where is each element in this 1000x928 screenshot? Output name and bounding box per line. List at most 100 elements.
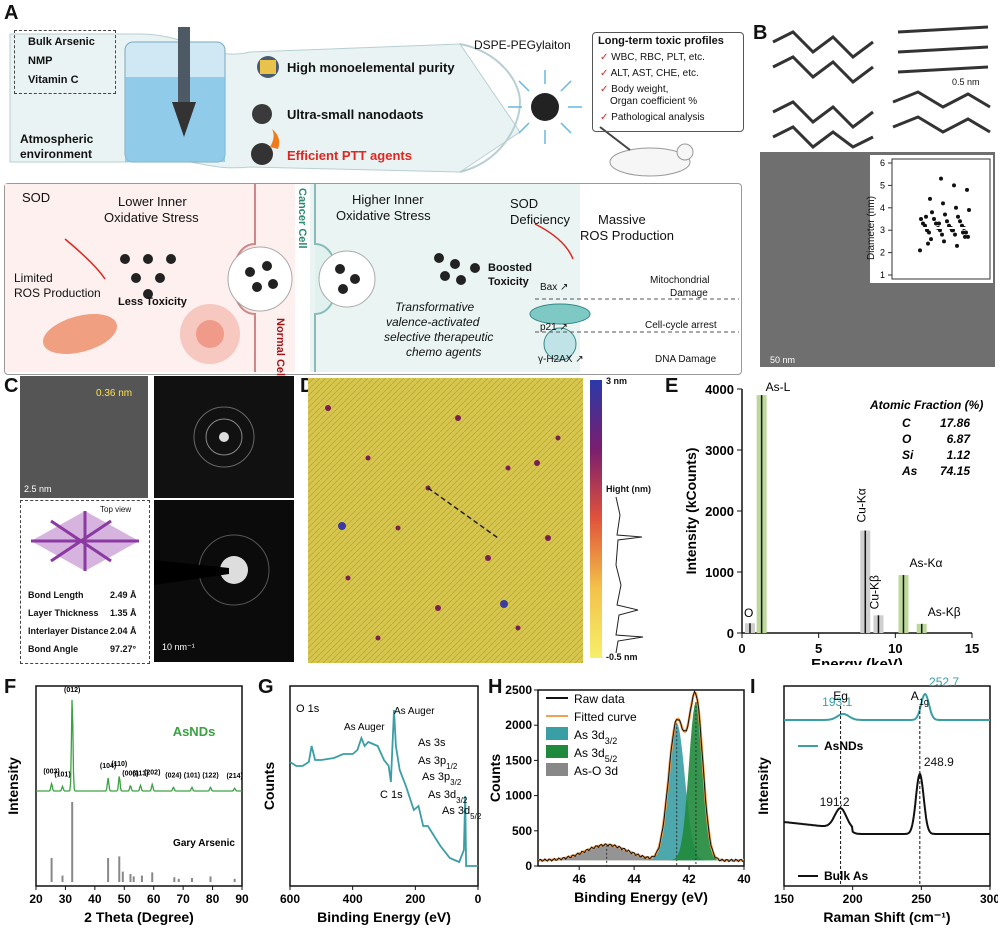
f-series-label: AsNDs — [173, 724, 216, 739]
panel-e-label: E — [665, 375, 679, 397]
f-xtick-label: 50 — [118, 892, 132, 906]
h-component-area — [538, 723, 744, 861]
inset-dot — [958, 219, 962, 224]
chart-i: 150 200 250 300 Raman Shift (cm⁻¹) Intensity 1… — [755, 676, 998, 925]
check-icon: ✓ — [600, 112, 609, 123]
f-xtick-label: 30 — [59, 892, 73, 906]
e-xlabel: Energy (keV) — [811, 656, 903, 665]
ingredients-box — [14, 30, 116, 94]
feature-ptt: Efficient PTT agents — [287, 148, 412, 163]
panel-h-label: H — [488, 676, 503, 698]
mito-label1: Mitochondrial — [650, 275, 710, 286]
tem-scale: 50 nm — [770, 355, 796, 365]
h-legend-label: Raw data — [574, 692, 625, 706]
g-xtick-label: 600 — [280, 892, 300, 906]
check-icon: ✓ — [600, 68, 609, 79]
inset-dot — [954, 205, 958, 210]
inset-tick-label: 4 — [880, 203, 885, 213]
toxic-item-3: Organ coefficient % — [610, 96, 698, 107]
inset-dot — [953, 232, 957, 237]
h-ytick-label: 1000 — [505, 789, 532, 803]
i-mode-label-eg: Eg — [833, 689, 848, 703]
height-colorbar — [590, 380, 602, 658]
inset-dot — [945, 219, 949, 224]
crystal-structure — [768, 22, 993, 150]
inset-dot — [919, 217, 923, 221]
inset-dot — [939, 176, 943, 181]
atmosphere-line1: Atmospheric — [20, 132, 94, 146]
h-ytick-label: 0 — [525, 859, 532, 873]
h-component-area — [538, 844, 744, 861]
toxic-item-0: ✓ WBC, RBC, PLT, etc. — [600, 52, 705, 63]
ingredient-1: NMP — [28, 55, 53, 67]
toxic-item-4: ✓ Pathological analysis — [600, 112, 705, 123]
chart-f: 20 30 40 50 60 70 80 90 2 Theta (Degree) Intensit… — [5, 685, 249, 925]
g-peak-label: O 1s — [296, 703, 320, 715]
g-survey-line — [289, 709, 478, 867]
i-xlabel: Raman Shift (cm⁻¹) — [823, 909, 950, 925]
atmosphere-line2: environment — [20, 147, 93, 161]
i-peak-label: 248.9 — [924, 755, 954, 769]
inset-dot — [955, 243, 959, 248]
chart-h: 0 500 1000 1500 2000 2500 46 44 42 40 Binding Ener… — [488, 683, 751, 905]
toxic-title: Long-term toxic profiles — [598, 35, 724, 47]
inset-dot — [941, 201, 945, 206]
inset-dot — [928, 196, 932, 201]
inset-dot — [964, 230, 968, 235]
panel-b-label: B — [753, 22, 768, 44]
height-profile — [615, 496, 644, 654]
e-table-el: O — [902, 432, 912, 446]
g-ylabel: Counts — [261, 762, 277, 810]
g-frame — [289, 685, 479, 887]
inset-dot — [952, 183, 956, 188]
e-peak-label: Cu-Kα — [854, 488, 868, 522]
e-table-val: 1.12 — [947, 448, 971, 462]
h-fitted-curve — [538, 690, 744, 862]
e-ytick-label: 2000 — [705, 504, 734, 519]
inset-dot — [960, 223, 964, 228]
mechanism-box — [4, 183, 742, 375]
f-ylabel: Intensity — [5, 757, 21, 815]
prop-key-3: Bond Angle — [28, 644, 79, 654]
f-frame — [35, 685, 243, 887]
h-ytick-label: 2500 — [505, 683, 532, 697]
prop-key-1: Layer Thickness — [28, 608, 99, 618]
f-hkl-label: (101) — [54, 771, 70, 778]
inset-dot — [947, 223, 951, 228]
e-ytick-label: 0 — [727, 626, 734, 641]
f-hkl-label: (104) — [100, 763, 116, 770]
g-xlabel: Binding Energy (eV) — [317, 909, 451, 925]
chart-e: 0 1000 2000 3000 4000 0 5 10 15 Energy (keV) Inten… — [683, 380, 983, 665]
h-legend-label: As-O 3d — [574, 764, 618, 778]
f-xlabel: 2 Theta (Degree) — [84, 909, 194, 925]
inset-dot — [956, 214, 960, 219]
inset-dot — [967, 208, 971, 213]
e-xtick-label: 5 — [815, 641, 822, 656]
trans-line1: valence-activated — [386, 315, 480, 329]
e-peak-label: Cu-Kβ — [867, 575, 881, 609]
g-xtick-label: 0 — [475, 892, 482, 906]
inset-tick-label: 6 — [880, 158, 885, 168]
f-xtick-label: 60 — [147, 892, 161, 906]
saed-scale: 10 nm⁻¹ — [162, 642, 195, 652]
f-hkl-label: (122) — [202, 772, 218, 779]
h-legend-label: Fitted curve — [574, 710, 637, 724]
hrtem-image — [20, 376, 148, 498]
e-xtick-label: 15 — [965, 641, 979, 656]
cycle-label: Cell-cycle arrest — [645, 320, 717, 331]
g-peak-label: As Auger — [344, 722, 385, 733]
inset-dot — [926, 241, 930, 246]
cancer-cell-label: Cancer Cell — [296, 188, 308, 249]
left-less-toxicity: Less Toxicity — [118, 296, 187, 308]
left-limited2: ROS Production — [14, 286, 101, 300]
g-xtick-label: 400 — [343, 892, 363, 906]
g-xtick-label: 200 — [405, 892, 425, 906]
panel-f-label: F — [4, 676, 17, 698]
i-series-line — [784, 693, 990, 721]
pegylation-label: DSPE-PEGylaiton — [474, 38, 571, 52]
f-xtick-label: 20 — [29, 892, 43, 906]
f-hkl-label: (113) — [132, 770, 148, 777]
hrtem-scale: 2.5 nm — [24, 484, 52, 494]
inset-dot — [950, 228, 954, 233]
i-peak-label: 193.1 — [822, 695, 852, 709]
